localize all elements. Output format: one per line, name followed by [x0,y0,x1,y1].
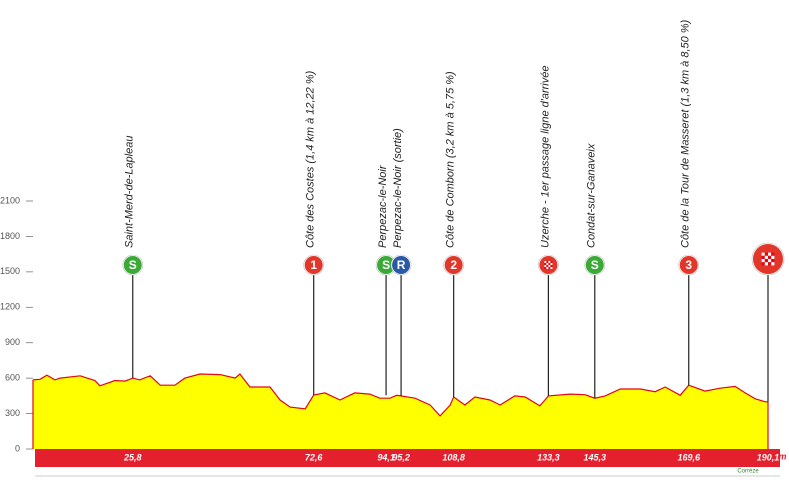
flag-square [548,265,551,267]
flag-square [761,252,765,256]
marker-icon-text: 2 [450,258,457,272]
marker-icon [679,256,698,274]
flag-square [546,261,549,263]
region-label: Corrèze [737,469,759,475]
flag-square [771,255,775,259]
flag-square [548,267,551,269]
checkered-flag [544,261,553,269]
flag-square [544,267,547,269]
flag-square [550,263,553,265]
marker-icon [377,256,396,274]
km-label: 25,8 [123,452,142,462]
marker-label: Perpezac-le-Noir [377,164,389,248]
elevation-line [32,373,768,417]
marker-icon-text: S [382,258,390,272]
marker-icon-text: R [397,258,406,272]
y-tick-label: 900 [5,337,20,347]
marker-label: Côte de Comborn (3,2 km à 5,75 %) [445,71,457,248]
km-label: 108,8 [442,452,465,462]
x-unit: Km [772,451,787,461]
marker-icon-text: 3 [685,258,692,272]
flag-square [544,261,547,263]
flag-square [550,267,553,269]
y-tick-label: 0 [15,443,20,453]
flag-square [546,265,549,267]
km-label: 190,1 [757,452,780,462]
flag-square [550,265,553,267]
flag-square [548,263,551,265]
marker-icon [444,256,463,274]
flag-square [546,263,549,265]
flag-square [546,267,549,269]
flag-square [768,259,772,263]
flag-square [761,259,765,263]
km-label: 169,6 [677,452,701,462]
y-tick-label: 1500 [0,266,20,276]
marker-icon-text: 1 [310,258,317,272]
y-tick-label: 2100 [0,195,20,205]
marker-icon [304,256,323,274]
marker-icon [585,256,604,274]
flag-square [548,261,551,263]
km-label: 72,6 [305,452,324,462]
flag-square [768,252,772,256]
marker-label: Perpezac-le-Noir (sortie) [392,128,404,248]
flag-square [544,263,547,265]
checkered-flag [761,252,775,266]
flag-square [761,255,765,259]
flag-square [764,262,768,266]
flag-square [771,252,775,256]
flag-square [764,255,768,259]
marker-label: Saint-Merd-de-Lapleau [124,135,136,248]
y-tick-label: 600 [5,373,20,383]
flag-square [771,259,775,263]
marker-icon [392,256,411,274]
y-tick-label: 300 [5,408,20,418]
marker-label: Uzerche - 1er passage ligne d'arrivée [539,66,551,248]
km-label: 145,3 [584,452,607,462]
elevation-area [33,374,768,449]
marker-label: Côte de la Tour de Masseret (1,3 km à 8,… [680,19,692,248]
marker-icon-text: S [129,258,137,272]
km-label: 95,2 [392,452,410,462]
flag-square [768,255,772,259]
flag-square [761,262,765,266]
km-bar [35,449,780,467]
marker-label: Côte des Costes (1,4 km à 12,22 %) [305,70,317,248]
km-label: 133,3 [537,452,560,462]
flag-square [764,252,768,256]
flag-square [771,262,775,266]
marker-icon [123,256,142,274]
km-label: 94,1 [377,452,395,462]
marker-icon-text: S [591,258,599,272]
flag-square [764,259,768,263]
y-tick-label: 1200 [0,302,20,312]
marker-label: Condat-sur-Ganaveix [586,143,598,248]
flag-square [550,261,553,263]
flag-square [768,262,772,266]
flag-square [544,265,547,267]
y-tick-label: 1800 [0,231,20,241]
